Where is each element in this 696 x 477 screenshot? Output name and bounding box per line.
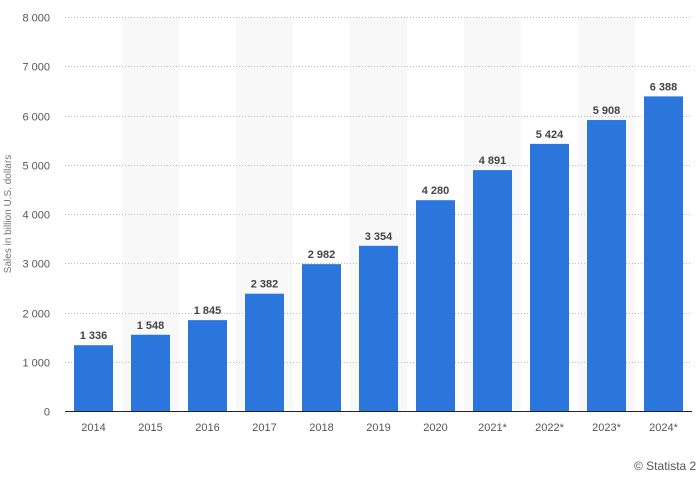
bar (131, 334, 170, 411)
x-tick-label: 2019 (366, 422, 390, 434)
x-tick-label: 2017 (252, 422, 276, 434)
bar (416, 200, 455, 411)
data-label: 5 424 (536, 129, 564, 141)
y-tick-label: 8 000 (22, 13, 50, 25)
y-tick-label: 1 000 (22, 358, 50, 370)
data-label: 6 388 (650, 81, 678, 93)
y-tick-label: 5 000 (22, 161, 50, 173)
copyright-credit: © Statista 2021 (634, 459, 696, 473)
bar (359, 245, 398, 411)
x-tick-label: 2014 (81, 422, 105, 434)
y-tick-label: 0 (44, 407, 50, 419)
bar (245, 293, 284, 411)
data-label: 4 891 (479, 155, 507, 167)
bar (302, 264, 341, 411)
x-tick-label: 2015 (138, 422, 162, 434)
bar (530, 143, 569, 412)
data-label: 5 908 (593, 105, 621, 117)
bar (74, 345, 113, 411)
data-label: 1 336 (80, 330, 108, 342)
bars (74, 96, 683, 412)
y-axis-ticks: 0 1 000 2 000 3 000 4 000 5 000 6 000 7 000 8 00… (22, 13, 50, 419)
x-tick-label: 2018 (309, 422, 333, 434)
y-tick-label: 4 000 (22, 210, 50, 222)
y-axis-title: Sales in billion U.S. dollars (3, 155, 14, 273)
x-tick-label: 2023* (592, 422, 621, 434)
bar (587, 120, 626, 411)
y-tick-label: 7 000 (22, 62, 50, 74)
x-tick-label: 2024* (649, 422, 678, 434)
x-tick-label: 2016 (195, 422, 219, 434)
data-labels: 1 336 1 548 1 845 2 382 2 982 3 354 4 280 4 891… (80, 81, 678, 342)
y-tick-label: 6 000 (22, 112, 50, 124)
x-tick-label: 2022* (535, 422, 564, 434)
x-tick-label: 2020 (423, 422, 447, 434)
data-label: 3 354 (365, 231, 393, 243)
data-label: 1 845 (194, 305, 222, 317)
data-label: 2 982 (308, 249, 336, 261)
bar (188, 320, 227, 411)
bar (473, 170, 512, 411)
x-tick-label: 2021* (478, 422, 507, 434)
data-label: 2 382 (251, 279, 279, 291)
y-tick-label: 3 000 (22, 259, 50, 271)
x-axis-ticks: 2014 2015 2016 2017 2018 2019 2020 2021* 2022* 20… (81, 422, 678, 434)
data-label: 4 280 (422, 185, 450, 197)
y-tick-label: 2 000 (22, 309, 50, 321)
data-label: 1 548 (137, 320, 165, 332)
bar (644, 96, 683, 412)
